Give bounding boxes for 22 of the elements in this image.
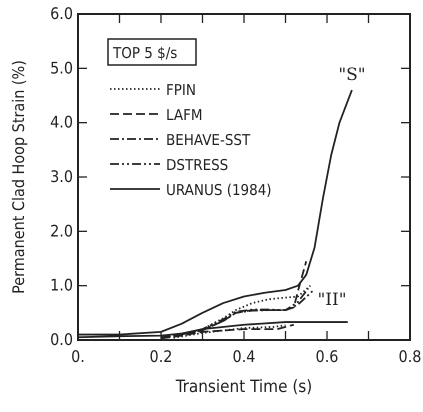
x-tick-label: 0.4 <box>232 347 256 366</box>
x-tick-label: 0.6 <box>316 347 338 366</box>
y-tick-label: 3.0 <box>50 167 73 186</box>
legend-label: FPIN <box>166 81 196 99</box>
y-tick-label: 4.0 <box>50 112 73 132</box>
legend-label: URANUS (1984) <box>166 181 272 199</box>
x-tick-label: 0.8 <box>398 347 422 366</box>
annotation: "S" <box>338 65 366 85</box>
x-tick-label: 0.2 <box>150 347 172 366</box>
legend-title: TOP 5 $/s <box>112 44 178 62</box>
annotation: "II" <box>317 290 347 310</box>
legend-label: LAFM <box>166 106 202 124</box>
x-axis-title: Transient Time (s) <box>174 377 312 397</box>
y-tick-label: 0.0 <box>50 330 73 349</box>
x-tick-label: 0. <box>71 347 85 366</box>
y-tick-label: 6.0 <box>50 4 73 23</box>
y-tick-label: 2.0 <box>50 221 73 240</box>
y-axis-title: Permanent Clad Hoop Strain (%) <box>9 60 28 294</box>
y-tick-label: 1.0 <box>50 276 73 295</box>
legend-label: DSTRESS <box>166 156 228 174</box>
legend-label: BEHAVE-SST <box>166 131 251 149</box>
y-tick-label: 5.0 <box>50 58 73 78</box>
